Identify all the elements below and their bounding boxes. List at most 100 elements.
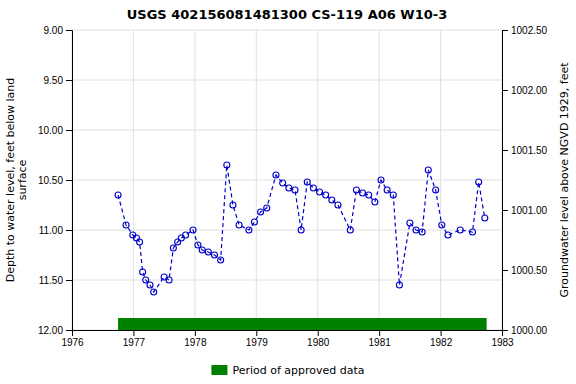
tick-label: 1002.50 — [511, 25, 548, 36]
axis-line — [66, 31, 73, 331]
tick-mark — [66, 330, 72, 331]
marker — [476, 179, 482, 185]
marker — [137, 239, 143, 245]
marker — [230, 202, 236, 208]
tick: 11.00 — [39, 225, 72, 236]
marker — [445, 232, 451, 238]
tick-mark — [502, 210, 508, 211]
tick-label: 9.00 — [44, 25, 64, 36]
tick-label: 1001.00 — [511, 205, 548, 216]
marker — [143, 277, 149, 283]
tick-mark — [256, 330, 257, 336]
marker — [317, 189, 323, 195]
tick: 1981 — [369, 330, 392, 348]
series-markers — [115, 162, 488, 295]
tick-label: 1979 — [246, 337, 269, 348]
tick-label: 1978 — [184, 337, 207, 348]
marker — [310, 185, 316, 191]
marker — [166, 277, 172, 283]
marker — [151, 289, 157, 295]
marker — [264, 205, 270, 211]
grid-line — [72, 80, 502, 81]
tick-mark — [66, 230, 72, 231]
marker — [384, 187, 390, 193]
y-axis-title: Depth to water level, feet below landsur… — [4, 78, 29, 283]
tick-mark — [502, 270, 508, 271]
grid-line — [72, 30, 502, 31]
marker — [280, 180, 286, 186]
grid-line — [317, 30, 318, 330]
tick-label: 1977 — [123, 337, 146, 348]
marker — [183, 232, 189, 238]
marker — [205, 249, 211, 255]
legend-label: Period of approved data — [232, 364, 364, 377]
tick-mark — [502, 90, 508, 91]
grid-line — [194, 30, 195, 330]
axis-line — [503, 31, 509, 331]
tick-mark — [66, 80, 72, 81]
marks — [115, 162, 488, 330]
approved-period-bar — [118, 318, 487, 330]
grid-line — [379, 30, 380, 330]
tick: 1977 — [123, 330, 146, 348]
tick-label: 1981 — [369, 337, 392, 348]
tick-mark — [195, 330, 196, 336]
tick-mark — [66, 180, 72, 181]
tick: 1001.00 — [502, 205, 548, 216]
tick-mark — [133, 330, 134, 336]
marker — [378, 177, 384, 183]
grid-line — [256, 30, 257, 330]
marker — [407, 220, 413, 226]
marker — [439, 222, 445, 228]
tick: 10.50 — [38, 175, 72, 186]
marker — [425, 167, 431, 173]
marker — [419, 229, 425, 235]
marker — [347, 227, 353, 233]
tick: 1978 — [184, 330, 207, 348]
marker — [251, 219, 257, 225]
grid-line — [440, 30, 441, 330]
tick-mark — [66, 280, 72, 281]
marker — [329, 197, 335, 203]
tick-mark — [66, 30, 72, 31]
tick-label: 10.00 — [38, 125, 63, 136]
tick-label: 1002.00 — [511, 85, 548, 96]
legend: Period of approved data — [211, 364, 364, 377]
tick-label: 9.50 — [44, 75, 64, 86]
marker — [396, 282, 402, 288]
y2-axis-title: Groundwater level above NGVD 1929, feet — [558, 62, 571, 298]
axis-line — [73, 331, 503, 337]
tick-mark — [66, 130, 72, 131]
grid-line — [72, 230, 502, 231]
tick-label: 11.50 — [39, 275, 64, 286]
marker — [273, 172, 279, 178]
marker — [292, 187, 298, 193]
marker — [147, 282, 153, 288]
marker — [236, 222, 242, 228]
marker — [115, 192, 121, 198]
marker — [286, 185, 292, 191]
tick-mark — [441, 330, 442, 336]
marker — [224, 162, 230, 168]
tick-mark — [502, 150, 508, 151]
marker — [199, 247, 205, 253]
marker — [246, 227, 252, 233]
tick-label: 1000.50 — [511, 265, 548, 276]
marker — [258, 209, 264, 215]
tick: 1976 — [61, 330, 84, 348]
tick-label: 1976 — [61, 337, 84, 348]
tick: 1979 — [246, 330, 269, 348]
tick: 12.00 — [38, 325, 72, 336]
legend-item: Period of approved data — [211, 364, 364, 377]
marker — [170, 245, 176, 251]
grid-line — [72, 280, 502, 281]
marker — [482, 215, 488, 221]
chart: 197619771978197919801981198219839.009.50… — [0, 0, 576, 384]
marker — [457, 227, 463, 233]
marker — [360, 190, 366, 196]
grid-line — [133, 30, 134, 330]
marker — [190, 227, 196, 233]
marker — [134, 235, 140, 241]
tick: 9.00 — [44, 25, 72, 36]
tick-label: 10.50 — [38, 175, 63, 186]
